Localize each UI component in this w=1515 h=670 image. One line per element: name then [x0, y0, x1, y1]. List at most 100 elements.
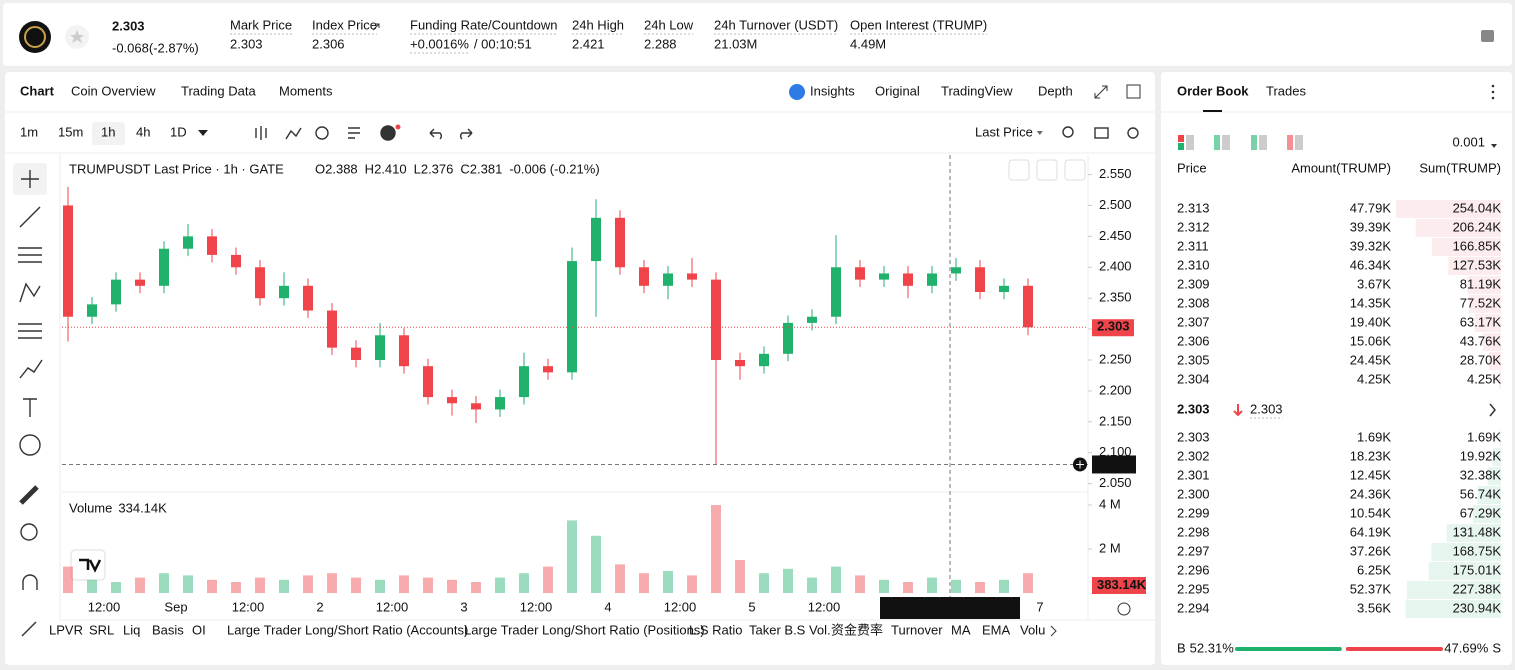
book-amount: 24.45K	[1350, 352, 1392, 367]
pane-button[interactable]	[1064, 159, 1086, 181]
indicator[interactable]: OI	[192, 622, 206, 637]
emoji-tool[interactable]	[19, 434, 41, 456]
brush-tool[interactable]	[19, 359, 43, 379]
view-option[interactable]: Original	[875, 83, 920, 98]
replay-icon[interactable]	[315, 126, 329, 140]
axis-settings[interactable]	[1117, 602, 1131, 616]
layout-icon[interactable]	[1178, 143, 1184, 150]
more-arrow[interactable]	[1489, 403, 1496, 417]
expand-icon[interactable]	[1094, 85, 1108, 99]
volume-bar	[279, 579, 289, 593]
book-price: 2.295	[1177, 581, 1210, 596]
last-price-tag	[1092, 319, 1134, 337]
layout-icon[interactable]	[1222, 135, 1230, 150]
indicator[interactable]: Volume	[1020, 622, 1063, 637]
search-icon[interactable]	[1062, 126, 1074, 138]
depth-bar	[1474, 314, 1501, 332]
volume-bar	[423, 577, 433, 593]
depth-bar	[1482, 333, 1501, 351]
dropdown-icon[interactable]	[198, 130, 208, 136]
layout-icon[interactable]	[1287, 135, 1293, 150]
settings-icon[interactable]	[1127, 127, 1139, 139]
indicator[interactable]: 资金费率	[831, 622, 883, 637]
zoom-tool[interactable]	[20, 523, 38, 541]
redo-icon[interactable]	[460, 128, 473, 140]
precision[interactable]: 0.001	[1452, 134, 1485, 149]
template-icon[interactable]	[348, 127, 360, 139]
indicator[interactable]: Turnover	[891, 622, 943, 637]
camera-icon[interactable]	[1094, 127, 1109, 139]
fib-tool[interactable]	[18, 323, 42, 339]
menu-dot	[1491, 96, 1495, 100]
ruler-tool[interactable]	[19, 485, 39, 505]
header-card	[3, 3, 1512, 66]
more-indicators[interactable]	[1050, 625, 1057, 637]
crosshair-tool[interactable]	[21, 170, 39, 188]
indicator[interactable]: L.S Ratio	[689, 622, 742, 637]
candle-body	[207, 236, 217, 255]
stat-label: Funding Rate/Countdown	[410, 17, 557, 32]
book-tab[interactable]: Trades	[1266, 83, 1306, 98]
book-tab[interactable]: Order Book	[1177, 83, 1249, 98]
depth-bar	[1477, 486, 1501, 504]
x-tick-label: 12:00	[520, 599, 553, 614]
view-option[interactable]: TradingView	[941, 83, 1013, 98]
depth-bar	[1487, 467, 1501, 485]
indicator[interactable]: Large Trader Long/Short Ratio (Accounts)	[227, 622, 468, 637]
stat-value: 2.303	[230, 36, 263, 51]
indicator[interactable]: LPVR	[49, 622, 83, 637]
layout-icon[interactable]	[1295, 135, 1303, 150]
layout-icon[interactable]	[1259, 135, 1267, 150]
candle-body	[255, 267, 265, 299]
indicator[interactable]: Large Trader Long/Short Ratio (Positions…	[464, 622, 705, 637]
interval[interactable]: 1m	[20, 124, 38, 139]
price-type[interactable]: Last Price	[975, 124, 1033, 139]
interval[interactable]: 4h	[136, 124, 150, 139]
depth-bar	[1468, 295, 1501, 313]
y-tick-label: 2.350	[1099, 290, 1132, 305]
menu-dot[interactable]	[1491, 84, 1495, 88]
pencil-tool[interactable]	[21, 621, 37, 637]
book-amount: 14.35K	[1350, 295, 1392, 310]
chart-tab[interactable]: Trading Data	[181, 83, 256, 98]
candle-icon[interactable]	[255, 126, 267, 140]
layout-icon[interactable]	[1214, 135, 1220, 150]
interval[interactable]: 15m	[58, 124, 83, 139]
indicator-icon[interactable]	[285, 127, 302, 140]
volume-bar	[495, 577, 505, 593]
interval[interactable]: 1D	[170, 124, 187, 139]
x-tick-label: 2	[316, 599, 323, 614]
line-tool[interactable]	[19, 206, 41, 228]
layout-icon[interactable]	[1186, 135, 1194, 150]
indicator[interactable]: EMA	[982, 622, 1011, 637]
indicator[interactable]: Liq	[123, 622, 140, 637]
volume-bar	[855, 575, 865, 593]
book-price: 2.307	[1177, 314, 1210, 329]
view-option[interactable]: Depth	[1038, 83, 1073, 98]
interval[interactable]: 1h	[101, 124, 115, 139]
indicator[interactable]: Basis	[152, 622, 184, 637]
chart-tab[interactable]: Moments	[279, 83, 333, 98]
pane-button[interactable]	[1008, 159, 1030, 181]
add-icon[interactable]	[380, 125, 396, 141]
view-option[interactable]: Insights	[810, 83, 855, 98]
undo-icon[interactable]	[429, 128, 442, 140]
stat-value: 2.421	[572, 36, 605, 51]
text-tool[interactable]	[23, 398, 37, 417]
pane-button[interactable]	[1036, 159, 1058, 181]
precision-dropdown[interactable]	[1491, 144, 1497, 148]
chart-tab[interactable]: Chart	[20, 83, 55, 98]
layout-icon[interactable]	[1251, 135, 1257, 150]
magnet-tool[interactable]	[22, 574, 38, 590]
indicator[interactable]: Taker B.S Vol.	[749, 622, 831, 637]
indicator[interactable]: SRL	[89, 622, 114, 637]
candle-body	[783, 322, 793, 354]
header-icon[interactable]	[1481, 30, 1494, 42]
indicator[interactable]: MA	[951, 622, 971, 637]
chart-tab[interactable]: Coin Overview	[71, 83, 156, 98]
layout-icon[interactable]	[1178, 135, 1184, 142]
window-icon[interactable]	[1126, 84, 1141, 99]
channel-tool[interactable]	[18, 247, 42, 263]
y-tick-label: 2.050	[1099, 475, 1132, 490]
pattern-tool[interactable]	[19, 282, 41, 303]
